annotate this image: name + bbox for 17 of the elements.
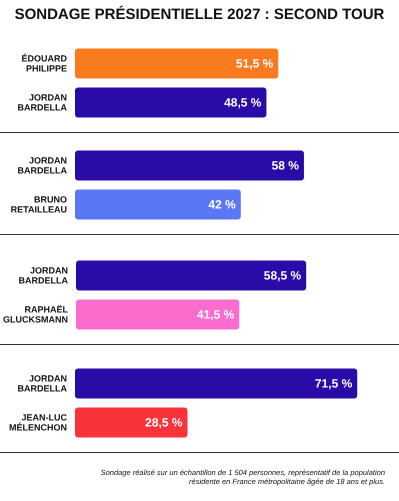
data-label: 41,5 %	[196, 308, 235, 322]
data-label: 42 %	[208, 198, 236, 212]
y-tick-label: JORDAN BARDELLA	[18, 156, 68, 176]
data-label: 28,5 %	[145, 416, 183, 430]
data-label: 71,5 %	[314, 376, 353, 390]
chart-title: SONDAGE PRÉSIDENTIELLE 2027 : SECOND TOUR	[14, 6, 386, 23]
y-tick-label: JORDAN BARDELLA	[18, 266, 68, 286]
y-tick-label: BRUNO RETAILLEAU	[10, 194, 67, 214]
y-tick-label: ÉDOUARD PHILIPPE	[21, 54, 68, 74]
data-label: 51,5 %	[236, 56, 274, 70]
data-label: 58,5 %	[264, 268, 302, 282]
y-tick-label: JORDAN BARDELLA	[18, 374, 68, 394]
y-tick-label: JORDAN BARDELLA	[18, 92, 68, 112]
data-label: 58 %	[272, 158, 300, 172]
y-tick-label: RAPHAËL GLUCKSMANN	[2, 304, 68, 324]
data-label: 48,5 %	[224, 96, 262, 110]
y-tick-label: JEAN-LUC MÉLENCHON	[9, 412, 68, 432]
